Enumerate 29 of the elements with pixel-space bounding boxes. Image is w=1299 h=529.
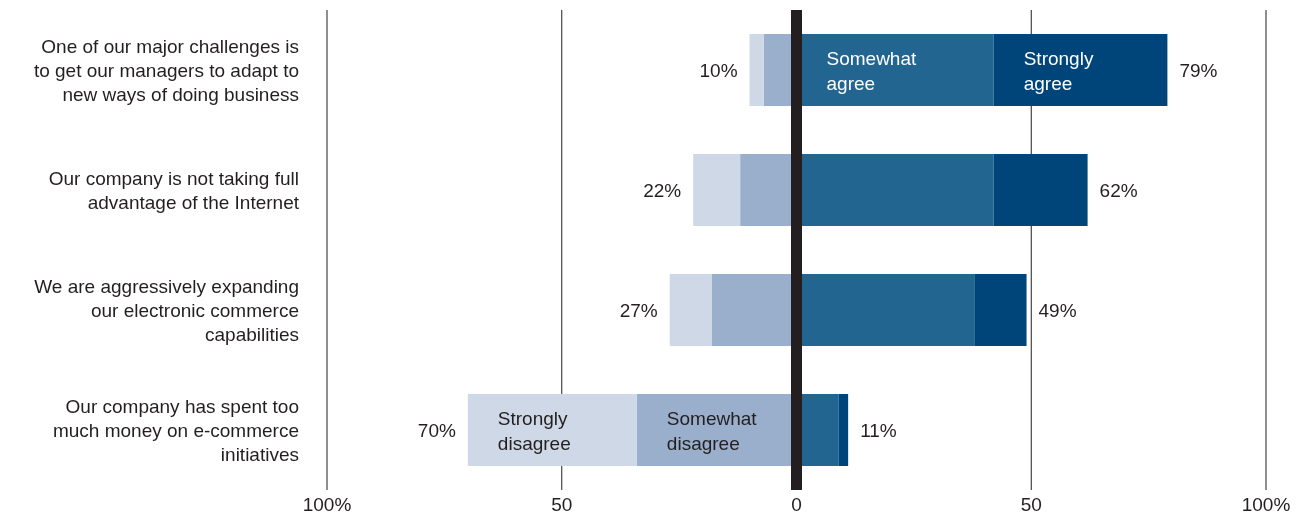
x-tick-label: 100% [302, 494, 352, 516]
annotation: 10% [699, 59, 738, 81]
annotation: 49% [1038, 299, 1077, 321]
annotation: 79% [1179, 59, 1218, 81]
series-label: Strongly agree [1023, 47, 1094, 93]
bar [749, 34, 764, 106]
y-tick-label: Our company is not taking full advantage of the Internet [48, 167, 300, 213]
annotation: 70% [417, 419, 456, 441]
x-tick-label: 50 [1020, 494, 1042, 516]
x-tick-label: 100% [1241, 494, 1291, 516]
y-tick-label: We are aggressively expanding our electronic commerce capabilities [34, 275, 299, 345]
bar [693, 154, 741, 226]
annotation: 22% [643, 179, 682, 201]
bar [974, 274, 1027, 346]
series-label: Somewhat agree [826, 47, 917, 93]
x-tick-label: 50 [551, 494, 573, 516]
bar [993, 154, 1088, 226]
bar [838, 394, 849, 466]
annotation: 62% [1099, 179, 1138, 201]
y-tick-label: One of our major challenges is to get our managers to adapt to new ways of doing business [33, 35, 299, 105]
bar [467, 394, 637, 466]
series-label: Strongly disagree [497, 407, 571, 453]
bar [993, 34, 1168, 106]
annotation: 11% [860, 419, 897, 441]
series-label: Somewhat disagree [666, 407, 758, 453]
bar [669, 274, 712, 346]
y-tick-label: Our company has spent too much money on e-commerce initiatives [52, 395, 299, 465]
x-tick-label: 0 [791, 494, 802, 516]
annotation: 27% [619, 299, 658, 321]
